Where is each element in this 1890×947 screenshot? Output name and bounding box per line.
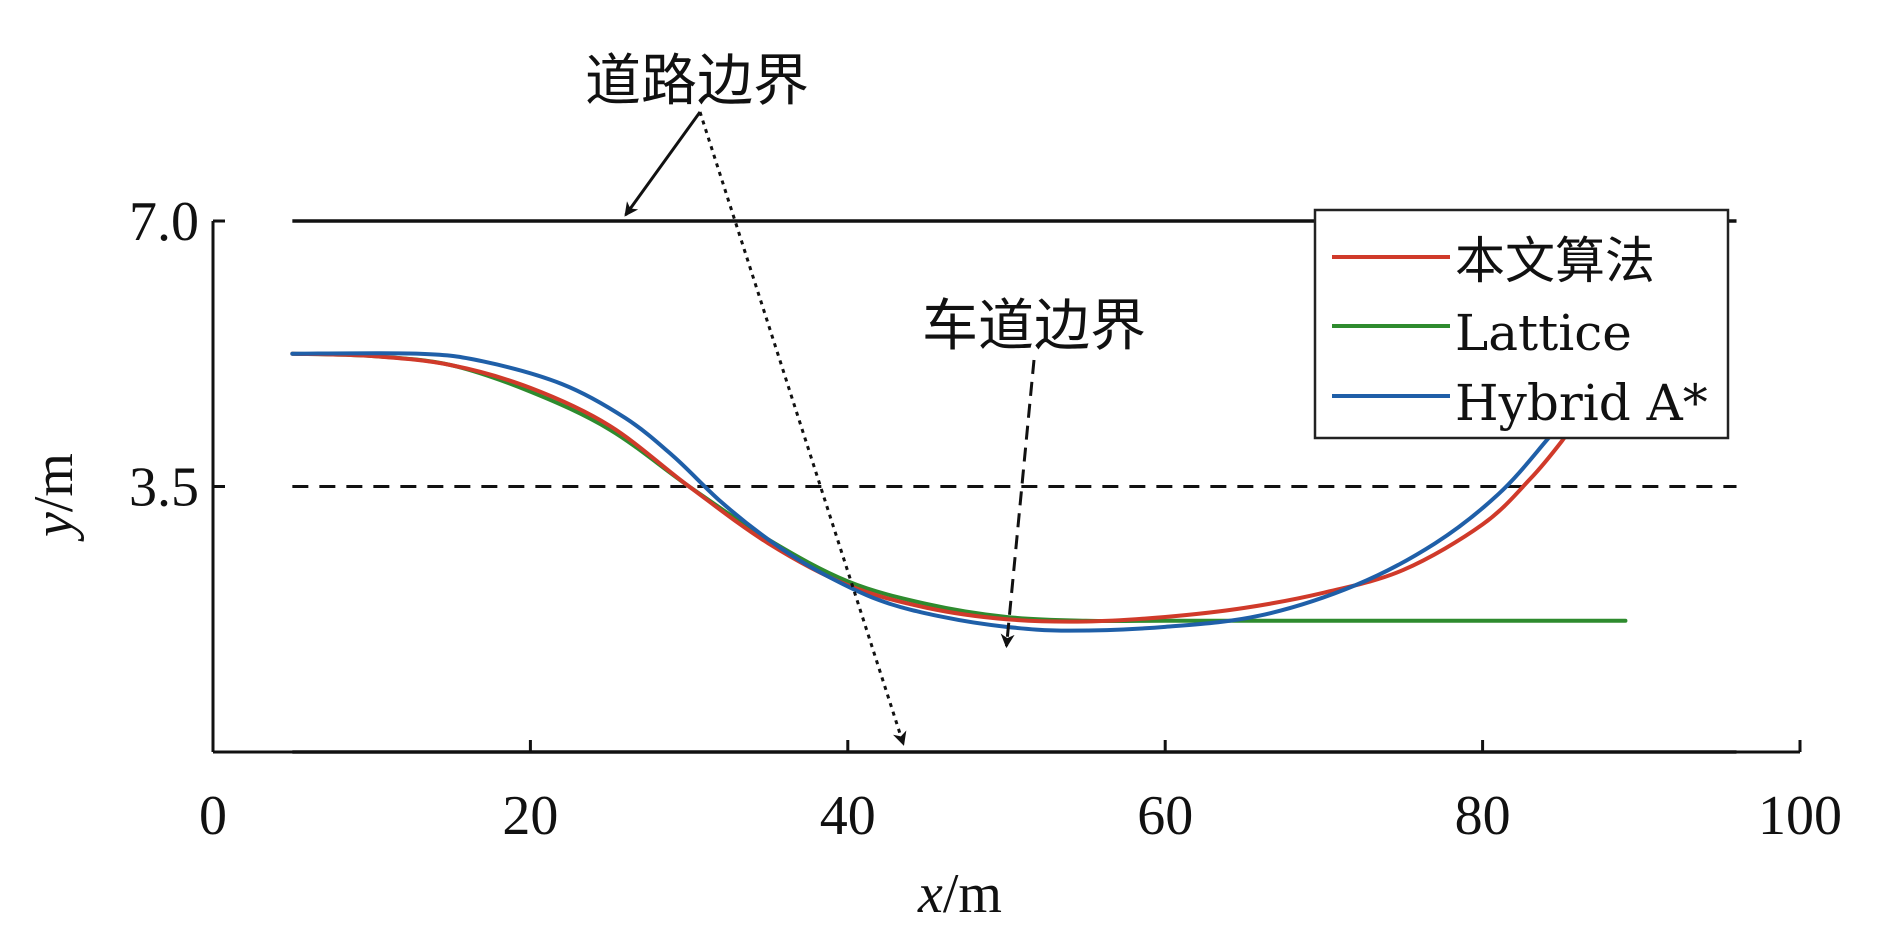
x-tick-label-5: 100 — [1758, 785, 1842, 847]
series-lines — [290, 351, 1628, 633]
legend-label-proposed: 本文算法 — [1455, 232, 1655, 290]
x-axis-var: x — [917, 863, 943, 925]
annotation-arrows — [624, 111, 1036, 746]
x-tick-label-3: 60 — [1137, 785, 1193, 847]
lane-boundary-label: 车道边界 — [922, 294, 1146, 359]
series-line-lattice — [290, 351, 1628, 624]
y-axis-label: y/m — [23, 453, 85, 542]
x-axis-unit: /m — [943, 863, 1002, 925]
road-boundary-label-bg — [570, 40, 930, 115]
x-tick-label-1: 20 — [502, 785, 558, 847]
x-tick-label-2: 40 — [820, 785, 876, 847]
y-axis-var: y — [23, 512, 85, 542]
road-boundary-arrow-bottom — [698, 111, 907, 746]
road-boundary-arrow-top — [624, 111, 702, 217]
annotations: 道路边界 车道边界 — [570, 40, 1190, 746]
x-tick-label-4: 80 — [1455, 785, 1511, 847]
y-tick-label-1: 7.0 — [129, 191, 199, 253]
road-boundary-label: 道路边界 — [585, 49, 809, 114]
legend-label-lattice: Lattice — [1455, 304, 1632, 362]
series-line-proposed — [290, 351, 1588, 624]
lane-boundary-label-bg — [910, 285, 1190, 360]
lane-boundary-arrow — [1000, 359, 1036, 649]
series-line-hybrid-a — [290, 351, 1572, 633]
x-ticks: 0 20 40 60 80 100 — [199, 740, 1842, 847]
x-axis-label: x/m — [917, 863, 1002, 925]
legend-label-hybrid-a: Hybrid A* — [1455, 374, 1708, 432]
y-axis-unit: /m — [23, 453, 85, 512]
y-tick-label-0: 3.5 — [129, 457, 199, 519]
legend: 本文算法 Lattice Hybrid A* — [1313, 208, 1730, 440]
x-tick-label-0: 0 — [199, 785, 227, 847]
y-ticks: 3.5 7.0 — [129, 191, 225, 519]
